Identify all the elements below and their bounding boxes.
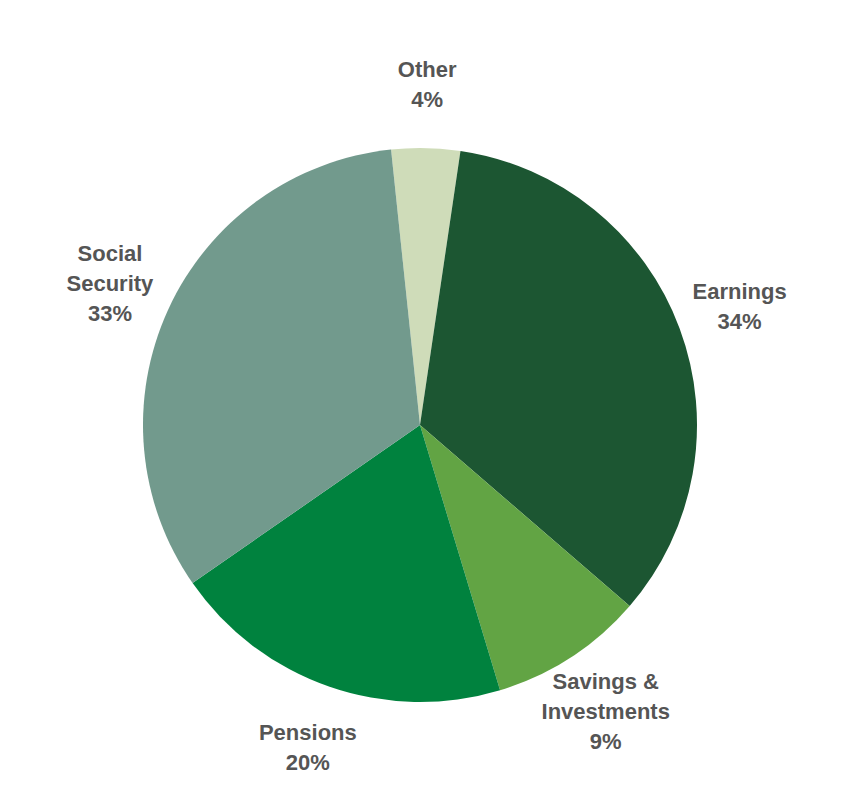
svg-text:SocialSecurity33%: SocialSecurity33% — [67, 241, 155, 326]
svg-text:Savings &Investments9%: Savings &Investments9% — [542, 668, 670, 753]
svg-text:Other4%: Other4% — [398, 57, 457, 112]
svg-text:Pensions20%: Pensions20% — [259, 720, 357, 775]
svg-text:Earnings34%: Earnings34% — [693, 279, 787, 334]
